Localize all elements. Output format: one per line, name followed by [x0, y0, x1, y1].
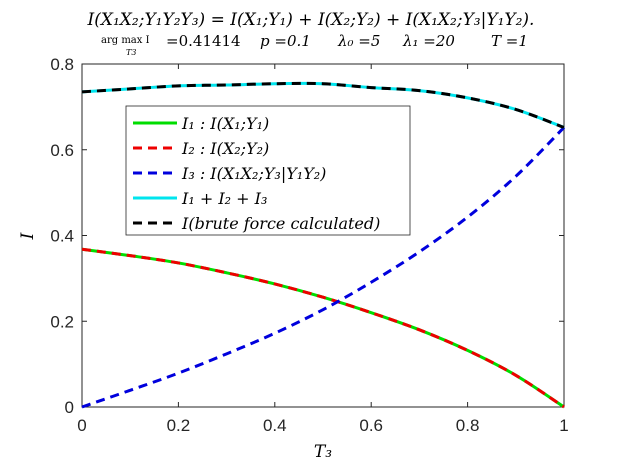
legend-label-i2: I₂ : I(X₂;Y₂): [181, 139, 269, 158]
argmax-label: arg max I: [101, 35, 150, 46]
y-axis-label: I: [18, 232, 38, 240]
legend-label-i3: I₃ : I(X₁X₂;Y₃|Y₁Y₂): [181, 164, 326, 183]
x-tick-label: 0.6: [359, 416, 383, 435]
axis-ticks: 0 0.2 0.4 0.6 0.8 1 0 0.2 0.4 0.6 0.8: [50, 55, 568, 435]
legend: I₁ : I(X₁;Y₁) I₂ : I(X₂;Y₂) I₃ : I(X₁X₂;Y₃…: [125, 105, 411, 236]
series-line-brute-force: [81, 81, 565, 129]
legend-label-sum: I₁ + I₂ + I₃: [181, 189, 267, 208]
y-tick-label: 0.8: [50, 55, 74, 74]
y-tick-label: 0.2: [50, 312, 74, 331]
chart-title: I(X₁X₂;Y₁Y₂Y₃) = I(X₁;Y₁) + I(X₂;Y₂) + I…: [87, 10, 535, 30]
x-tick-label: 0: [77, 416, 86, 435]
y-tick-label: 0: [65, 398, 74, 417]
x-axis-label: T₃: [314, 442, 332, 462]
argmax-value: =0.41414: [166, 32, 241, 50]
legend-label-i1: I₁ : I(X₁;Y₁): [181, 114, 269, 133]
param-p: p =0.1: [260, 32, 311, 50]
y-tick-label: 0.6: [50, 141, 74, 160]
x-tick-label: 0.2: [167, 416, 191, 435]
series-line-i2: [81, 247, 565, 409]
series-layer: [81, 81, 566, 409]
x-tick-label: 1: [559, 416, 568, 435]
param-lambda1: λ₁ =20: [402, 32, 455, 50]
param-T: T =1: [491, 32, 528, 50]
x-tick-label: 0.8: [456, 416, 480, 435]
argmax-subscript: T3: [126, 48, 136, 57]
legend-box: [125, 105, 411, 236]
legend-label-brute-force: I(brute force calculated): [181, 214, 380, 233]
series-line-i3: [81, 126, 566, 409]
param-lambda0: λ₀ =5: [337, 32, 380, 50]
x-tick-label: 0.4: [263, 416, 287, 435]
chart-subtitle: arg max I T3 =0.41414 p =0.1 λ₀ =5 λ₁ =2…: [101, 32, 528, 57]
y-tick-label: 0.4: [50, 227, 74, 246]
